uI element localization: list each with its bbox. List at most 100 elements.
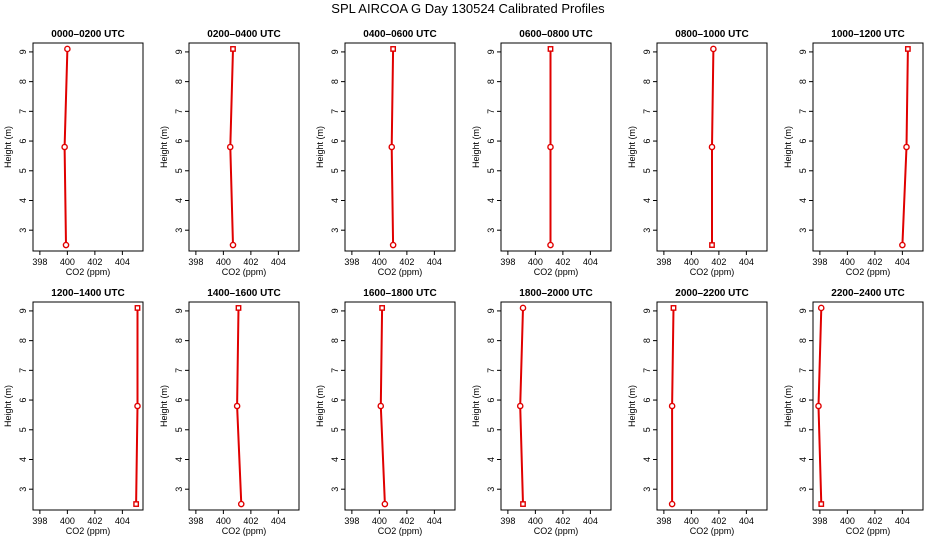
y-tick-label: 5	[174, 168, 184, 173]
panel-title: 0800–1000 UTC	[675, 29, 748, 40]
page-title: SPL AIRCOA G Day 130524 Calibrated Profi…	[331, 1, 605, 16]
y-tick-label: 5	[798, 168, 808, 173]
x-tick-label: 404	[271, 257, 286, 267]
y-tick-label: 4	[486, 198, 496, 203]
y-tick-label: 3	[18, 487, 28, 492]
y-tick-label: 5	[486, 427, 496, 432]
x-axis-label: CO2 (ppm)	[66, 267, 111, 277]
y-axis-label: Height (m)	[783, 385, 793, 427]
profile-chart: 2200–2400 UTC 398 400 402 404 3 4 5 6 7 8 9 CO2 (ppm…	[783, 288, 924, 536]
y-tick-label: 5	[486, 168, 496, 173]
x-tick-label: 404	[739, 257, 754, 267]
y-tick-label: 3	[798, 228, 808, 233]
x-tick-label: 400	[372, 257, 387, 267]
x-tick-label: 402	[711, 257, 726, 267]
x-tick-label: 398	[32, 516, 47, 526]
x-tick-label: 402	[399, 257, 414, 267]
y-tick-label: 9	[174, 49, 184, 54]
data-point	[64, 45, 71, 53]
y-tick-label: 3	[174, 487, 184, 492]
data-point	[62, 241, 70, 249]
panel-title: 0600–0800 UTC	[519, 29, 592, 40]
y-axis-label: Height (m)	[471, 385, 481, 427]
x-tick-label: 402	[399, 516, 414, 526]
y-axis-label: Height (m)	[159, 126, 169, 168]
profile-chart: 1600–1800 UTC 398 400 402 404 3 4 5 6 7 8 9 CO2 (ppm…	[315, 288, 456, 536]
y-tick-label: 3	[798, 487, 808, 492]
y-tick-label: 8	[330, 338, 340, 343]
data-point	[390, 46, 397, 52]
x-tick-label: 398	[812, 257, 827, 267]
y-tick-label: 5	[642, 168, 652, 173]
y-tick-label: 9	[330, 49, 340, 54]
y-tick-label: 5	[642, 427, 652, 432]
panel-title: 0000–0200 UTC	[51, 29, 124, 40]
y-tick-label: 7	[330, 368, 340, 373]
x-axis-label: CO2 (ppm)	[534, 267, 579, 277]
y-tick-label: 8	[642, 338, 652, 343]
y-tick-label: 3	[642, 487, 652, 492]
x-axis-label: CO2 (ppm)	[690, 267, 735, 277]
panel-title: 2200–2400 UTC	[831, 288, 904, 299]
data-point	[520, 501, 526, 507]
x-axis-label: CO2 (ppm)	[222, 526, 267, 536]
x-tick-label: 398	[344, 516, 359, 526]
y-axis-label: Height (m)	[159, 385, 169, 427]
x-axis-label: CO2 (ppm)	[222, 267, 267, 277]
x-axis-label: CO2 (ppm)	[534, 526, 579, 536]
data-point	[389, 241, 397, 249]
x-axis-label: CO2 (ppm)	[378, 526, 423, 536]
data-point	[710, 45, 717, 53]
y-tick-label: 7	[174, 109, 184, 114]
y-tick-label: 8	[174, 338, 184, 343]
y-tick-label: 6	[18, 139, 28, 144]
y-tick-label: 5	[798, 427, 808, 432]
plot-frame	[188, 42, 300, 252]
y-tick-label: 5	[18, 427, 28, 432]
x-tick-label: 404	[115, 257, 130, 267]
data-point	[226, 143, 234, 151]
y-tick-label: 3	[18, 228, 28, 233]
plot-frame	[344, 42, 456, 252]
x-axis-label: CO2 (ppm)	[846, 267, 891, 277]
x-tick-label: 402	[243, 257, 258, 267]
data-point	[547, 46, 554, 52]
y-tick-label: 4	[798, 198, 808, 203]
x-tick-label: 402	[711, 516, 726, 526]
y-tick-label: 7	[18, 109, 28, 114]
y-tick-label: 8	[486, 338, 496, 343]
x-tick-label: 398	[500, 516, 515, 526]
data-point	[709, 242, 715, 248]
y-tick-label: 5	[330, 427, 340, 432]
x-axis-label: CO2 (ppm)	[690, 526, 735, 536]
x-tick-label: 398	[188, 516, 203, 526]
x-tick-label: 400	[216, 257, 231, 267]
y-tick-label: 7	[486, 109, 496, 114]
y-axis-label: Height (m)	[3, 385, 13, 427]
x-tick-label: 402	[87, 257, 102, 267]
x-tick-label: 398	[656, 516, 671, 526]
x-tick-label: 400	[840, 257, 855, 267]
data-point	[229, 241, 237, 249]
y-tick-label: 4	[642, 198, 652, 203]
y-tick-label: 4	[486, 457, 496, 462]
x-tick-label: 402	[867, 257, 882, 267]
profile-chart: 0600–0800 UTC 398 400 402 404 3 4 5 6 7 8 9 CO2 (ppm…	[471, 29, 612, 277]
data-point	[134, 305, 141, 311]
y-tick-label: 6	[174, 139, 184, 144]
y-tick-label: 3	[642, 228, 652, 233]
y-tick-label: 8	[18, 338, 28, 343]
y-tick-label: 6	[330, 139, 340, 144]
panel-title: 0400–0600 UTC	[363, 29, 436, 40]
y-tick-label: 7	[18, 368, 28, 373]
y-tick-label: 7	[798, 368, 808, 373]
x-tick-label: 400	[528, 257, 543, 267]
y-tick-label: 6	[798, 398, 808, 403]
x-axis-label: CO2 (ppm)	[66, 526, 111, 536]
data-point	[817, 304, 825, 312]
y-tick-label: 9	[18, 49, 28, 54]
y-tick-label: 4	[174, 198, 184, 203]
profile-chart: 0800–1000 UTC 398 400 402 404 3 4 5 6 7 8 9 CO2 (ppm…	[627, 29, 768, 277]
y-tick-label: 4	[18, 198, 28, 203]
